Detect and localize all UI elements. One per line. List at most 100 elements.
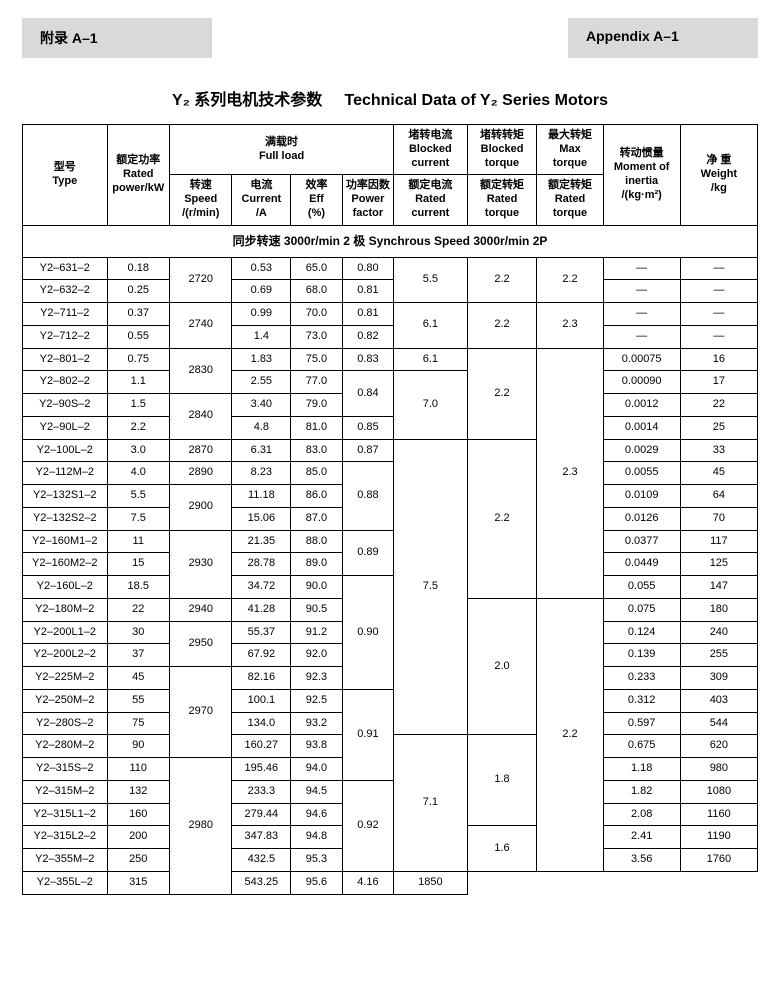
cell-bt: 2.2	[467, 257, 537, 303]
col-type: 型号Type	[23, 125, 108, 226]
table-row: Y2–160M1–211293021.3588.00.890.0377117	[23, 530, 758, 553]
cell-type: Y2–711–2	[23, 303, 108, 326]
table-row: Y2–712–20.551.473.00.82——	[23, 325, 758, 348]
cell-eff: 73.0	[291, 325, 342, 348]
cell-moi: 0.0012	[603, 394, 680, 417]
table-body: 同步转速 3000r/min 2 极 Synchrous Speed 3000r…	[23, 225, 758, 894]
cell-curr: 160.27	[232, 735, 291, 758]
title-cn: Y₂ 系列电机技术参数	[172, 92, 322, 109]
cell-curr: 55.37	[232, 621, 291, 644]
cell-power: 5.5	[107, 485, 169, 508]
cell-pf: 0.84	[342, 371, 393, 417]
cell-bc: 7.1	[394, 735, 468, 872]
cell-type: Y2–801–2	[23, 348, 108, 371]
page-title: Y₂ 系列电机技术参数 Technical Data of Y₂ Series …	[22, 86, 758, 110]
cell-eff: 95.6	[291, 871, 342, 894]
table-row: Y2–315M–2132233.394.50.921.821080	[23, 780, 758, 803]
cell-pf: 0.92	[342, 780, 393, 871]
cell-wt: 147	[680, 576, 757, 599]
cell-curr: 41.28	[232, 598, 291, 621]
table-row: Y2–160L–218.534.7290.00.900.055147	[23, 576, 758, 599]
cell-moi: —	[603, 257, 680, 280]
table-row: Y2–100L–23.028706.3183.00.877.52.20.0029…	[23, 439, 758, 462]
cell-eff: 83.0	[291, 439, 342, 462]
cell-power: 15	[107, 553, 169, 576]
table-row: Y2–112M–24.028908.2385.00.880.005545	[23, 462, 758, 485]
cell-curr: 432.5	[232, 849, 291, 872]
cell-curr: 67.92	[232, 644, 291, 667]
cell-type: Y2–200L2–2	[23, 644, 108, 667]
cell-moi: 0.075	[603, 598, 680, 621]
cell-curr: 2.55	[232, 371, 291, 394]
cell-type: Y2–180M–2	[23, 598, 108, 621]
col-bt-bot: 额定转矩Ratedtorque	[467, 175, 537, 225]
cell-pf: 0.85	[342, 416, 393, 439]
cell-moi: 0.0055	[603, 462, 680, 485]
cell-bc: 7.0	[394, 371, 468, 439]
cell-speed: 2840	[169, 394, 231, 440]
cell-type: Y2–100L–2	[23, 439, 108, 462]
cell-power: 4.0	[107, 462, 169, 485]
cell-eff: 75.0	[291, 348, 342, 371]
cell-moi: 0.00090	[603, 371, 680, 394]
table-row: Y2–711–20.3727400.9970.00.816.12.22.3——	[23, 303, 758, 326]
cell-type: Y2–200L1–2	[23, 621, 108, 644]
cell-power: 45	[107, 667, 169, 690]
cell-power: 90	[107, 735, 169, 758]
cell-power: 55	[107, 689, 169, 712]
cell-moi: 0.312	[603, 689, 680, 712]
cell-bt: 2.2	[467, 439, 537, 598]
cell-eff: 94.0	[291, 758, 342, 781]
cell-moi: 0.055	[603, 576, 680, 599]
header-left: 附录 A–1	[22, 18, 212, 58]
cell-eff: 81.0	[291, 416, 342, 439]
cell-bt: 2.2	[467, 303, 537, 349]
cell-wt: 544	[680, 712, 757, 735]
cell-power: 0.55	[107, 325, 169, 348]
cell-pf: 0.81	[342, 303, 393, 326]
table-row: Y2–632–20.250.6968.00.81——	[23, 280, 758, 303]
cell-type: Y2–112M–2	[23, 462, 108, 485]
cell-power: 0.75	[107, 348, 169, 371]
cell-moi: 0.124	[603, 621, 680, 644]
cell-pf: 0.83	[342, 348, 393, 371]
col-power: 额定功率Ratedpower/kW	[107, 125, 169, 226]
col-wt: 净 重Weight/kg	[680, 125, 757, 226]
cell-power: 2.2	[107, 416, 169, 439]
cell-wt: 16	[680, 348, 757, 371]
cell-type: Y2–315M–2	[23, 780, 108, 803]
cell-mt: 2.3	[537, 348, 603, 598]
cell-speed: 2720	[169, 257, 231, 303]
cell-eff: 79.0	[291, 394, 342, 417]
cell-type: Y2–280M–2	[23, 735, 108, 758]
col-speed: 转速Speed/(r/min)	[169, 175, 231, 225]
cell-wt: —	[680, 280, 757, 303]
cell-bc: 5.5	[394, 257, 468, 303]
cell-type: Y2–315S–2	[23, 758, 108, 781]
cell-wt: 980	[680, 758, 757, 781]
cell-mt: 2.3	[537, 303, 603, 349]
cell-eff: 91.2	[291, 621, 342, 644]
cell-bc: 6.1	[394, 348, 468, 371]
cell-moi: 0.0377	[603, 530, 680, 553]
cell-type: Y2–160L–2	[23, 576, 108, 599]
cell-moi: 0.0029	[603, 439, 680, 462]
cell-power: 132	[107, 780, 169, 803]
cell-type: Y2–250M–2	[23, 689, 108, 712]
cell-wt: —	[680, 303, 757, 326]
cell-power: 1.5	[107, 394, 169, 417]
cell-mt: 2.2	[537, 598, 603, 871]
section-label: 同步转速 3000r/min 2 极 Synchrous Speed 3000r…	[23, 225, 758, 257]
cell-eff: 92.3	[291, 667, 342, 690]
cell-eff: 92.5	[291, 689, 342, 712]
cell-power: 0.18	[107, 257, 169, 280]
cell-type: Y2–90S–2	[23, 394, 108, 417]
cell-eff: 68.0	[291, 280, 342, 303]
cell-moi: 0.00075	[603, 348, 680, 371]
cell-wt: 22	[680, 394, 757, 417]
cell-moi: 1.82	[603, 780, 680, 803]
cell-eff: 65.0	[291, 257, 342, 280]
cell-power: 18.5	[107, 576, 169, 599]
cell-curr: 4.8	[232, 416, 291, 439]
col-bt-top: 堵转转矩Blockedtorque	[467, 125, 537, 175]
